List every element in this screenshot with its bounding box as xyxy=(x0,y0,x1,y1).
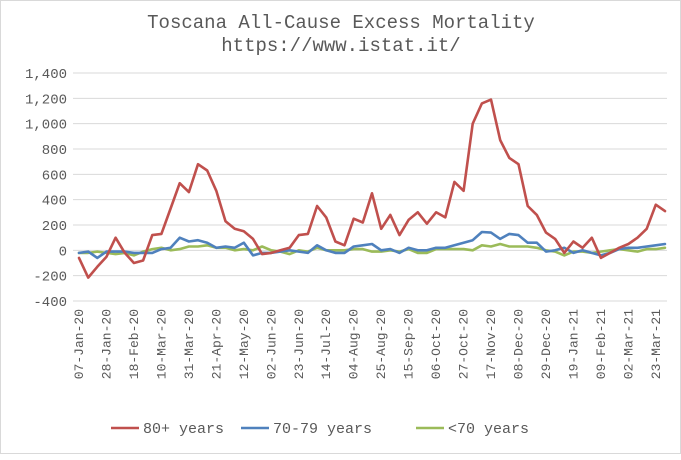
x-axis-ticks: 07-Jan-20 28-Jan-20 18-Feb-20 10-Mar-20 31-M… xyxy=(72,309,664,379)
chart-subtitle: https://www.istat.it/ xyxy=(221,35,460,57)
x-tick-label: 04-Aug-20 xyxy=(347,309,362,379)
x-tick-label: 18-Feb-20 xyxy=(127,309,142,379)
legend-label: 80+ years xyxy=(143,421,224,438)
series-line-80-years xyxy=(77,98,667,279)
x-tick-label: 27-Oct-20 xyxy=(457,309,472,379)
x-tick-label: 19-Jan-21 xyxy=(566,309,581,379)
x-tick-label: 23-Mar-21 xyxy=(649,309,664,379)
y-tick-label: 200 xyxy=(42,219,67,235)
y-tick-label: 600 xyxy=(42,168,67,184)
y-tick-label: 400 xyxy=(42,194,67,210)
y-tick-label: 1,000 xyxy=(25,118,67,134)
x-tick-label: 10-Mar-20 xyxy=(154,309,169,379)
y-tick-label: 1,400 xyxy=(25,67,67,83)
x-tick-label: 15-Sep-20 xyxy=(402,309,417,379)
y-axis-ticks: -400 -200 0 200 400 600 800 1,000 1,200 1,400 xyxy=(25,67,67,311)
x-tick-label: 02-Jun-20 xyxy=(264,309,279,379)
x-tick-label: 28-Jan-20 xyxy=(99,309,114,379)
x-tick-label: 17-Nov-20 xyxy=(484,309,499,379)
x-tick-label: 29-Dec-20 xyxy=(539,309,554,379)
y-tick-label: -200 xyxy=(33,270,67,286)
y-tick-label: 1,200 xyxy=(25,92,67,108)
x-tick-label: 07-Jan-20 xyxy=(72,309,87,379)
x-tick-label: 12-May-20 xyxy=(237,309,252,379)
x-tick-label: 02-Mar-21 xyxy=(621,309,636,379)
x-tick-label: 21-Apr-20 xyxy=(209,309,224,379)
gridlines xyxy=(73,72,667,302)
x-tick-label: 25-Aug-20 xyxy=(374,309,389,379)
x-tick-label: 06-Oct-20 xyxy=(429,309,444,379)
legend: 80+ years 70-79 years <70 years xyxy=(111,421,529,438)
x-tick-label: 23-Jun-20 xyxy=(292,309,307,379)
y-tick-label: 0 xyxy=(59,244,67,260)
x-tick-label: 08-Dec-20 xyxy=(512,309,527,379)
x-tick-label: 09-Feb-21 xyxy=(594,309,609,379)
legend-label: <70 years xyxy=(448,421,529,438)
x-tick-label: 31-Mar-20 xyxy=(182,309,197,379)
y-tick-label: 800 xyxy=(42,143,67,159)
y-tick-label: -400 xyxy=(33,295,67,311)
legend-label: 70-79 years xyxy=(273,421,372,438)
series-lines xyxy=(77,98,667,279)
series-line--70-years xyxy=(77,242,667,257)
chart-title: Toscana All-Cause Excess Mortality xyxy=(147,12,535,34)
x-tick-label: 14-Jul-20 xyxy=(319,309,334,379)
